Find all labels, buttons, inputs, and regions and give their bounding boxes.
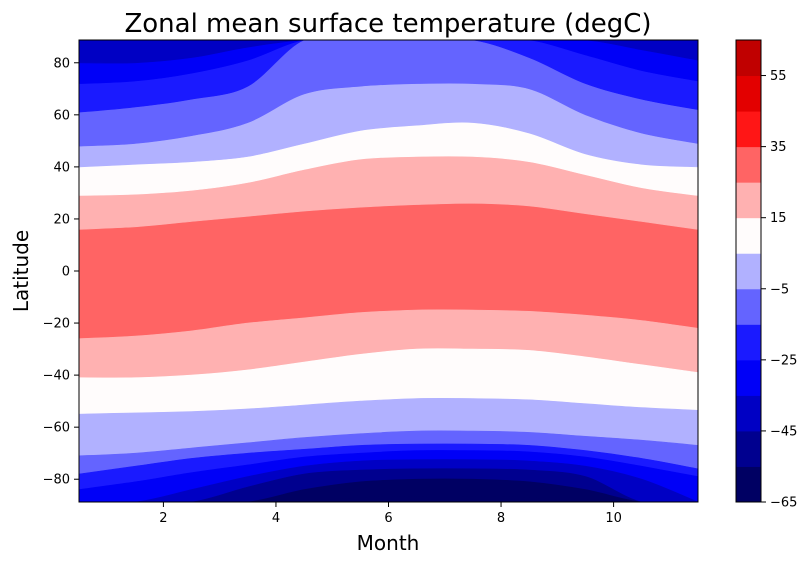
x-tick-label-4: 4	[272, 511, 280, 526]
colorbar-band-15	[736, 182, 761, 219]
y-tick-label--80: −80	[43, 473, 70, 488]
chart-title: Zonal mean surface temperature (degC)	[124, 9, 651, 39]
colorbar-tick-label--45: −45	[770, 424, 797, 439]
x-tick-label-6: 6	[384, 511, 392, 526]
x-axis: 2 4 6 8 10	[159, 502, 622, 526]
colorbar-band--45	[736, 395, 761, 432]
colorbar-band--25	[736, 324, 761, 361]
colorbar-tick-label--65: −65	[770, 496, 797, 511]
colorbar-band-25	[736, 146, 761, 183]
y-tick-label-0: 0	[62, 265, 70, 280]
plot-area	[78, 39, 699, 503]
y-tick-label-60: 60	[53, 108, 70, 123]
colorbar-band--65	[736, 466, 761, 503]
colorbar: −65 −45 −25 −5 15 35 55	[735, 39, 797, 511]
y-tick-label-40: 40	[53, 160, 70, 175]
contour-south-extra--65	[79, 495, 698, 502]
colorbar-frame	[735, 39, 762, 503]
colorbar-tick-label-55: 55	[770, 69, 787, 84]
colorbar-band-35	[736, 111, 761, 148]
y-tick-label-80: 80	[53, 56, 70, 71]
y-tick-label--20: −20	[43, 317, 70, 332]
colorbar-tick-label-35: 35	[770, 140, 787, 155]
y-tick-label--60: −60	[43, 421, 70, 436]
colorbar-band--35	[736, 359, 761, 396]
y-axis: −80 −60 −40 −20 0 20 40 60 80	[43, 56, 79, 488]
colorbar-band--5	[736, 253, 761, 290]
colorbar-band-5	[736, 217, 761, 254]
x-axis-label: Month	[357, 531, 420, 555]
y-tick-label--40: −40	[43, 369, 70, 384]
contour-north--25	[79, 40, 698, 84]
y-axis-label: Latitude	[9, 230, 33, 312]
colorbar-band-45	[736, 75, 761, 112]
colorbar-band-55	[736, 40, 761, 77]
x-tick-label-8: 8	[497, 511, 505, 526]
x-tick-label-10: 10	[605, 511, 622, 526]
contour-south--55	[79, 478, 698, 502]
y-tick-label-20: 20	[53, 212, 70, 227]
colorbar-tick-label--5: −5	[770, 282, 789, 297]
contour-north--35	[79, 40, 698, 64]
colorbar-band--15	[736, 288, 761, 325]
x-tick-label-2: 2	[159, 511, 167, 526]
colorbar-band--55	[736, 430, 761, 467]
colorbar-tick-label--25: −25	[770, 353, 797, 368]
colorbar-tick-label-15: 15	[770, 211, 787, 226]
